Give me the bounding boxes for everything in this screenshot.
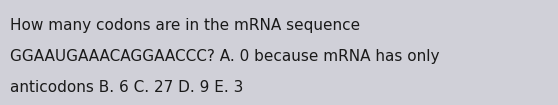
Text: How many codons are in the mRNA sequence: How many codons are in the mRNA sequence [10,18,360,33]
Text: anticodons B. 6 C. 27 D. 9 E. 3: anticodons B. 6 C. 27 D. 9 E. 3 [10,80,243,95]
Text: GGAAUGAAACAGGAACCC? A. 0 because mRNA has only: GGAAUGAAACAGGAACCC? A. 0 because mRNA ha… [10,49,440,64]
